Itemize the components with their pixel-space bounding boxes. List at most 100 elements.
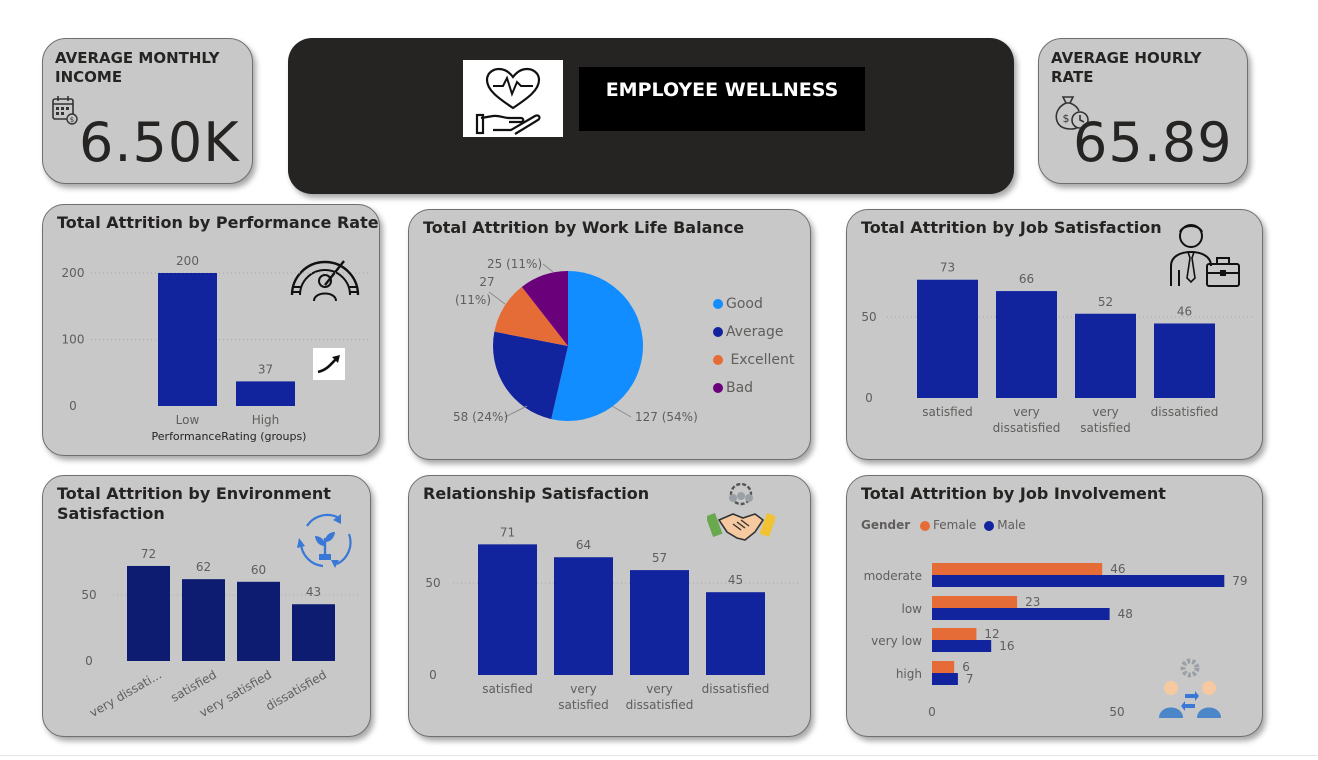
x-axis-title: PerformanceRating (groups) — [152, 430, 307, 443]
data-label: 127 (54%) — [635, 410, 698, 424]
legend-item-good: Good — [713, 296, 763, 312]
chart-legend: Gender Female Male — [861, 518, 1026, 532]
data-label: 46 — [1110, 562, 1125, 576]
legend-dot-icon — [713, 383, 723, 393]
bar — [1075, 313, 1136, 398]
card-title: Total Attrition by Job Satisfaction — [861, 218, 1162, 237]
y-tick-label: very low — [871, 634, 922, 648]
card-attrition-by-performance: Total Attrition by Performance Rate 0 100… — [42, 204, 380, 456]
legend-label: Average — [726, 324, 784, 340]
work-life-pie-chart: 127 (54%) 58 (24%) 27 (11%) 25 (11%) — [453, 257, 698, 424]
data-label: 16 — [999, 639, 1014, 653]
banner-logo — [463, 60, 563, 137]
x-tick-label: dissatisfied — [702, 682, 770, 696]
card-attrition-by-environment: Total Attrition by Environment Satisfact… — [42, 475, 371, 737]
businessman-icon — [1170, 224, 1240, 287]
bar — [932, 575, 1225, 587]
svg-text:$: $ — [70, 116, 74, 124]
card-title: Total Attrition by Performance Rate — [57, 213, 379, 232]
card-title: Total Attrition by Work Life Balance — [423, 218, 745, 237]
data-label: 48 — [1118, 607, 1133, 621]
bar — [932, 608, 1110, 620]
performance-bar-chart: 0 100 200 200 Low 37 High PerformanceRating (gr… — [62, 254, 369, 443]
x-tick-label: 0 — [928, 705, 936, 719]
legend-dot-icon — [713, 327, 723, 337]
header-banner: EMPLOYEE WELLNESS — [288, 38, 1014, 194]
data-label: 57 — [652, 551, 667, 565]
legend-dot-icon — [713, 299, 723, 309]
svg-text:$: $ — [1063, 112, 1070, 125]
data-label: 64 — [576, 538, 591, 552]
bar — [932, 596, 1018, 608]
bar — [917, 279, 978, 398]
legend-label: Good — [726, 296, 763, 312]
heart-hand-icon — [475, 67, 541, 135]
data-label: 71 — [500, 525, 515, 539]
data-label: 79 — [1232, 574, 1247, 588]
data-label: 60 — [251, 563, 266, 577]
bar — [630, 570, 689, 675]
card-title: Relationship Satisfaction — [423, 484, 650, 503]
legend-item-average: Average — [713, 324, 784, 340]
y-tick-label: low — [902, 602, 923, 616]
y-tick-label: 200 — [62, 266, 85, 280]
card-attrition-by-job-satisfaction: Total Attrition by Job Satisfaction 0 50 7… — [846, 209, 1263, 460]
data-label: 52 — [1098, 295, 1113, 309]
job-satisfaction-bar-chart: 0 50 73 satisfied 66 very dissatisfied 52 very sa… — [861, 261, 1252, 435]
x-tick-label: dissatisfied — [263, 667, 329, 713]
bar — [158, 273, 217, 406]
bar — [478, 544, 537, 675]
pie-slice — [494, 286, 568, 346]
calendar-money-icon: $ — [52, 96, 78, 125]
y-tick-label: high — [896, 667, 922, 681]
bar — [554, 557, 613, 675]
x-tick-label: very — [570, 682, 597, 696]
y-tick-label: 0 — [69, 399, 77, 413]
data-label: 27 — [479, 275, 494, 289]
bar — [1154, 323, 1215, 398]
data-label: 37 — [258, 362, 273, 376]
legend-label: Excellent — [730, 352, 795, 368]
performance-gauge-icon — [290, 260, 360, 302]
y-tick-label: 0 — [429, 668, 437, 682]
legend-dot-icon — [713, 355, 723, 365]
x-tick-label: Low — [176, 413, 200, 427]
bar — [932, 563, 1103, 575]
legend-item-excellent: Excellent — [713, 352, 794, 368]
kpi-value: 6.50K — [79, 111, 240, 174]
data-label: 66 — [1019, 272, 1034, 286]
bar — [932, 628, 977, 640]
card-title: Total Attrition by Environment Satisfact… — [57, 484, 331, 523]
leader-line — [542, 263, 554, 273]
card-attrition-by-job-involvement: Total Attrition by Job Involvement Gende… — [846, 475, 1263, 737]
bar — [182, 579, 225, 661]
legend-dot-icon — [920, 520, 931, 531]
data-label: 62 — [196, 560, 211, 574]
data-label: 43 — [306, 585, 321, 599]
y-tick-label: 100 — [62, 333, 85, 347]
x-tick-label: dissatisfied — [1151, 405, 1219, 419]
data-label: 72 — [141, 547, 156, 561]
x-tick-label: very dissati... — [87, 667, 164, 719]
legend-dot-icon — [984, 520, 995, 531]
kpi-value: 65.89 — [1073, 111, 1233, 174]
x-tick-label: High — [252, 413, 280, 427]
data-label: 12 — [984, 627, 999, 641]
relationship-bar-chart: 0 50 71 satisfied 64 very satisfied 57 very dissa… — [425, 525, 801, 712]
legend-label: Bad — [726, 380, 754, 396]
bar — [292, 604, 335, 661]
x-tick-label: very — [1092, 405, 1119, 419]
kpi-card-monthly-income: AVERAGE MONTHLY INCOME $ 6.50K — [42, 38, 253, 184]
card-title: Total Attrition by Job Involvement — [861, 484, 1166, 503]
leader-line — [611, 405, 632, 418]
leader-line — [488, 291, 506, 305]
y-tick-label: 50 — [81, 588, 96, 602]
kpi-title: AVERAGE MONTHLY INCOME — [55, 49, 220, 86]
y-tick-label: 0 — [85, 654, 93, 668]
bar — [706, 592, 765, 675]
x-tick-label: dissatisfied — [993, 421, 1061, 435]
y-tick-label: 50 — [425, 576, 440, 590]
data-label: 23 — [1025, 595, 1040, 609]
bar — [932, 673, 958, 685]
